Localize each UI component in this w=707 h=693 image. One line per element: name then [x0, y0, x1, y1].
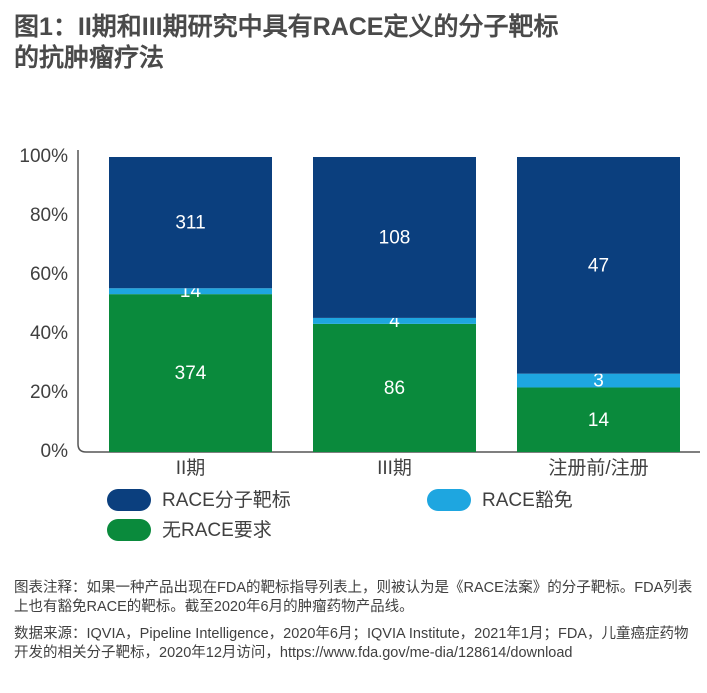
- notes: 图表注释：如果一种产品出现在FDA的靶标指导列表上，则被认为是《RACE法案》的…: [14, 579, 694, 671]
- bar-segment: [313, 157, 476, 318]
- chart-title: 图1：II期和III期研究中具有RACE定义的分子靶标 的抗肿瘤疗法: [14, 12, 694, 74]
- value-label: 4: [389, 311, 400, 332]
- x-tick-label: III期: [377, 457, 412, 479]
- value-label: 3: [593, 371, 604, 392]
- value-label: 47: [588, 255, 609, 276]
- bar-segment: [109, 294, 272, 452]
- value-label: 14: [588, 410, 610, 431]
- legend-label: RACE分子靶标: [162, 489, 291, 511]
- bar-segment: [109, 288, 272, 295]
- note: 图表注释：如果一种产品出现在FDA的靶标指导列表上，则被认为是《RACE法案》的…: [14, 580, 693, 615]
- note: 数据来源：IQVIA，Pipeline Intelligence，2020年6月…: [14, 626, 689, 661]
- value-label: 311: [175, 213, 205, 234]
- x-tick-label: II期: [176, 457, 206, 479]
- y-tick-label: 20%: [30, 382, 68, 403]
- y-tick-label: 60%: [30, 264, 68, 285]
- axis-line: [77, 150, 700, 453]
- bar-segment: [517, 373, 680, 388]
- y-tick-label: 100%: [19, 146, 68, 167]
- bar-segment: [517, 387, 680, 452]
- bar-segment: [313, 317, 476, 324]
- legend-swatch: [427, 489, 471, 511]
- value-label: 108: [379, 227, 411, 248]
- legend-label: RACE豁免: [482, 489, 573, 511]
- chart: 0%20%40%60%80%100%37414311II期864108III期1…: [19, 146, 700, 541]
- bar-segment: [517, 157, 680, 374]
- y-tick-label: 40%: [30, 323, 68, 344]
- legend-label: 无RACE要求: [162, 519, 272, 541]
- bar-segment: [109, 157, 272, 289]
- x-tick-label: 注册前/注册: [548, 457, 648, 479]
- legend-swatch: [107, 489, 151, 511]
- bar-segment: [313, 323, 476, 452]
- title-line: 的抗肿瘤疗法: [14, 44, 165, 72]
- y-tick-label: 80%: [30, 205, 68, 226]
- title-line: 图1：II期和III期研究中具有RACE定义的分子靶标: [14, 13, 559, 41]
- legend-swatch: [107, 519, 151, 541]
- y-tick-label: 0%: [41, 441, 69, 462]
- value-label: 374: [175, 363, 207, 384]
- value-label: 86: [384, 378, 405, 399]
